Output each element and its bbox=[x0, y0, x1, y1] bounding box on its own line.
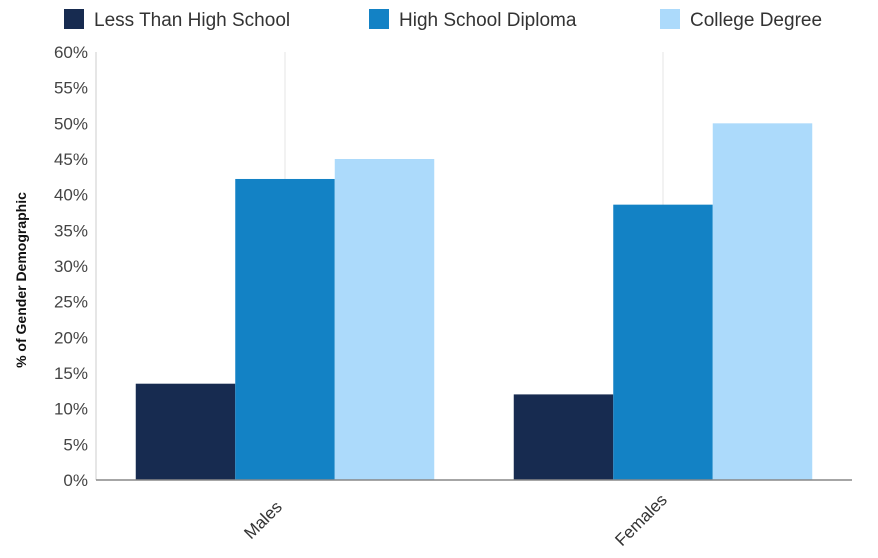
y-axis-ticks: 0% 5% 10% 15% 20% 25% 30% 35% 40% 45% 50% 55% 60% bbox=[54, 43, 88, 490]
x-tick-label: Females bbox=[611, 490, 671, 550]
bar bbox=[334, 159, 435, 480]
legend-label: Less Than High School bbox=[94, 10, 290, 31]
y-tick-label: 30% bbox=[54, 257, 88, 276]
legend-label: High School Diploma bbox=[399, 10, 577, 31]
y-tick-label: 0% bbox=[63, 471, 88, 490]
y-tick-label: 10% bbox=[54, 400, 88, 419]
y-tick-label: 45% bbox=[54, 150, 88, 169]
bar bbox=[712, 123, 813, 480]
bar bbox=[513, 394, 614, 480]
y-tick-label: 20% bbox=[54, 328, 88, 347]
y-tick-label: 25% bbox=[54, 293, 88, 312]
x-tick-label: Males bbox=[240, 497, 286, 543]
y-tick-label: 60% bbox=[54, 43, 88, 62]
y-axis-label: % of Gender Demographic bbox=[13, 192, 29, 368]
bars bbox=[135, 123, 813, 481]
y-tick-label: 35% bbox=[54, 221, 88, 240]
chart-legend: Less Than High School High School Diploma… bbox=[64, 9, 822, 31]
y-tick-label: 15% bbox=[54, 364, 88, 383]
bar bbox=[235, 178, 335, 480]
bar bbox=[135, 383, 236, 480]
legend-label: College Degree bbox=[690, 10, 822, 31]
legend-swatch bbox=[660, 9, 680, 29]
bar bbox=[613, 204, 713, 481]
y-tick-label: 55% bbox=[54, 79, 88, 98]
y-tick-label: 5% bbox=[63, 435, 88, 454]
legend-swatch bbox=[64, 9, 84, 29]
y-tick-label: 50% bbox=[54, 114, 88, 133]
legend-swatch bbox=[369, 9, 389, 29]
y-tick-label: 40% bbox=[54, 186, 88, 205]
x-axis: Males Females bbox=[96, 479, 852, 550]
